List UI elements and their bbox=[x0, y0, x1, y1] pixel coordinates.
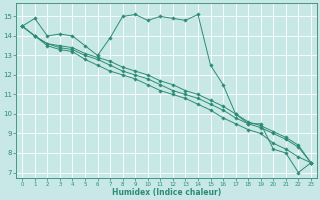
X-axis label: Humidex (Indice chaleur): Humidex (Indice chaleur) bbox=[112, 188, 221, 197]
